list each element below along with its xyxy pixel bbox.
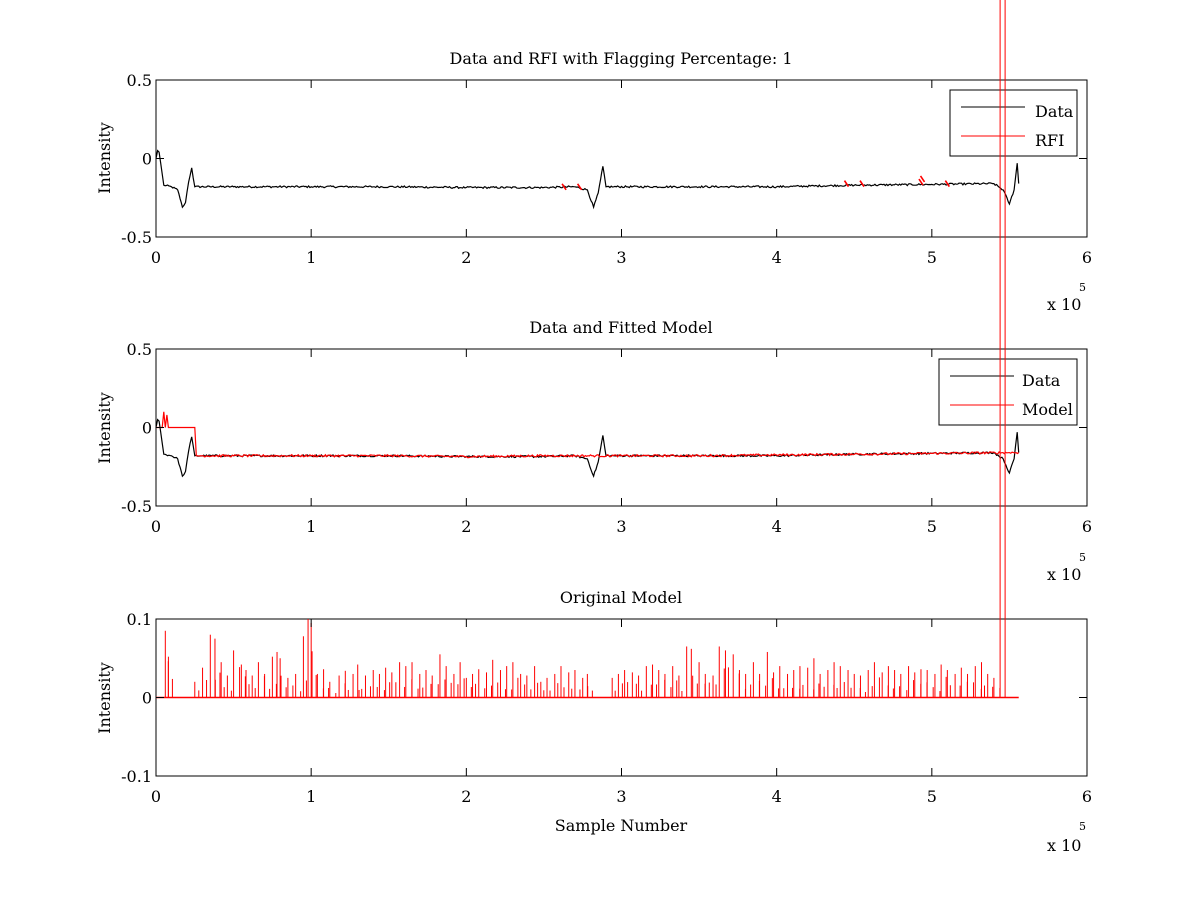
subplot-2-ylabel: Intensity bbox=[95, 392, 114, 464]
y-tick-label: -0.5 bbox=[121, 497, 152, 516]
subplot-fitted-model: Data and Fitted Model Intensity 0 1 2 3 4 5 6 -… bbox=[95, 318, 1092, 584]
x-tick-label: 1 bbox=[306, 248, 316, 267]
subplot-2-legend: Data Model bbox=[938, 358, 1078, 426]
x-tick-label: 4 bbox=[772, 787, 782, 806]
subplot-2-x-exponent: x 10 bbox=[1047, 565, 1081, 584]
subplot-2-axes bbox=[155, 348, 1088, 507]
subplot-1-x-exponent-power: 5 bbox=[1079, 281, 1086, 294]
subplot-3-title: Original Model bbox=[560, 588, 682, 607]
x-tick-label: 3 bbox=[616, 517, 626, 536]
x-tick-label: 4 bbox=[772, 248, 782, 267]
subplot-2-legend-label-model: Model bbox=[1022, 400, 1073, 419]
x-tick-label: 5 bbox=[927, 517, 937, 536]
subplot-3-ylabel: Intensity bbox=[95, 662, 114, 734]
subplot-1-title: Data and RFI with Flagging Percentage: 1 bbox=[449, 49, 792, 68]
subplot-1-legend-label-rfi: RFI bbox=[1035, 131, 1064, 150]
rfi-mark bbox=[561, 183, 567, 191]
subplot-1-legend-box bbox=[949, 89, 1078, 157]
subplot-2-legend-label-data: Data bbox=[1022, 371, 1061, 390]
x-tick-label: 2 bbox=[461, 787, 471, 806]
subplot-3-x-exponent-power: 5 bbox=[1079, 820, 1086, 833]
subplot-1-ticks: 0 1 2 3 4 5 6-0.500.5 bbox=[121, 71, 1092, 267]
y-tick-label: 0.1 bbox=[127, 610, 152, 629]
rfi-mark bbox=[576, 183, 583, 191]
x-tick-label: 5 bbox=[927, 787, 937, 806]
subplot-2-legend-box bbox=[938, 358, 1078, 426]
x-tick-label: 6 bbox=[1082, 248, 1092, 267]
subplot-2-x-exponent-power: 5 bbox=[1079, 551, 1086, 564]
subplot-2-ticks: 0 1 2 3 4 5 6-0.500.5 bbox=[121, 340, 1092, 536]
model-series-line bbox=[156, 411, 1020, 459]
x-tick-label: 3 bbox=[616, 787, 626, 806]
rfi-mark bbox=[859, 180, 865, 188]
x-tick-label: 2 bbox=[461, 517, 471, 536]
subplot-3-plot-area bbox=[156, 0, 1019, 699]
x-tick-label: 1 bbox=[306, 517, 316, 536]
subplot-2-plot-area bbox=[155, 411, 1020, 479]
x-tick-label: 0 bbox=[151, 248, 161, 267]
rfi-mark bbox=[918, 178, 924, 186]
y-tick-label: 0.5 bbox=[127, 71, 152, 90]
subplot-2-title: Data and Fitted Model bbox=[529, 318, 712, 337]
subplot-1-legend: Data RFI bbox=[949, 89, 1078, 157]
subplot-3-xlabel: Sample Number bbox=[555, 816, 688, 835]
subplot-original-model: Original Model Intensity 0 1 2 3 4 5 6-0.100.1… bbox=[95, 0, 1092, 855]
y-tick-label: 0 bbox=[142, 150, 152, 169]
subplot-1-ylabel: Intensity bbox=[95, 122, 114, 194]
x-tick-label: 1 bbox=[306, 787, 316, 806]
subplot-1-plot-area bbox=[155, 149, 1020, 210]
subplot-3-x-exponent: x 10 bbox=[1047, 836, 1081, 855]
y-tick-label: 0.5 bbox=[127, 340, 152, 359]
rfi-mark bbox=[944, 180, 951, 188]
subplot-1-axes bbox=[155, 79, 1088, 238]
x-tick-label: 6 bbox=[1082, 517, 1092, 536]
x-tick-label: 3 bbox=[616, 248, 626, 267]
x-tick-label: 0 bbox=[151, 787, 161, 806]
data-series-line bbox=[155, 149, 1020, 210]
x-tick-label: 4 bbox=[772, 517, 782, 536]
x-tick-label: 5 bbox=[927, 248, 937, 267]
y-tick-label: 0 bbox=[142, 419, 152, 438]
x-tick-label: 0 bbox=[151, 517, 161, 536]
subplot-3-ticks: 0 1 2 3 4 5 6-0.100.1 bbox=[121, 610, 1092, 806]
x-tick-label: 6 bbox=[1082, 787, 1092, 806]
subplot-data-rfi: Data and RFI with Flagging Percentage: 1… bbox=[95, 49, 1092, 314]
subplot-1-x-exponent: x 10 bbox=[1047, 295, 1081, 314]
subplot-1-legend-label-data: Data bbox=[1035, 102, 1074, 121]
rfi-mark bbox=[919, 175, 926, 183]
rfi-mark bbox=[843, 180, 850, 188]
y-tick-label: 0 bbox=[142, 689, 152, 708]
y-tick-label: -0.5 bbox=[121, 228, 152, 247]
x-tick-label: 2 bbox=[461, 248, 471, 267]
y-tick-label: -0.1 bbox=[121, 767, 152, 786]
